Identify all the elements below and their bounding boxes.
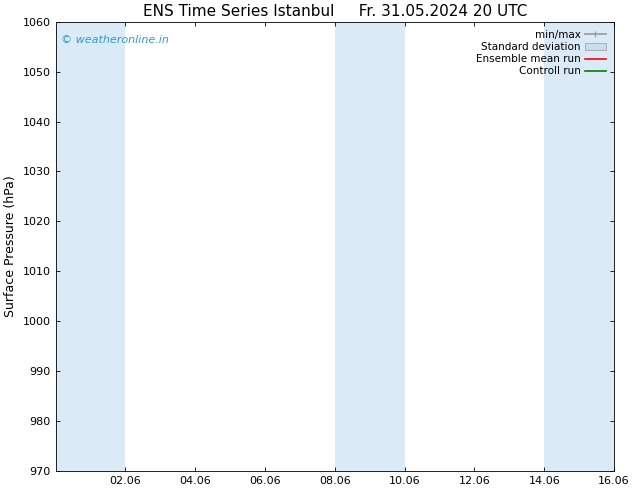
Y-axis label: Surface Pressure (hPa): Surface Pressure (hPa) xyxy=(4,175,17,317)
Bar xyxy=(335,22,404,471)
Title: ENS Time Series Istanbul     Fr. 31.05.2024 20 UTC: ENS Time Series Istanbul Fr. 31.05.2024 … xyxy=(143,4,527,19)
Bar xyxy=(544,22,614,471)
Legend: min/max, Standard deviation, Ensemble mean run, Controll run: min/max, Standard deviation, Ensemble me… xyxy=(473,27,609,79)
Text: © weatheronline.in: © weatheronline.in xyxy=(61,35,169,45)
Bar xyxy=(56,22,126,471)
